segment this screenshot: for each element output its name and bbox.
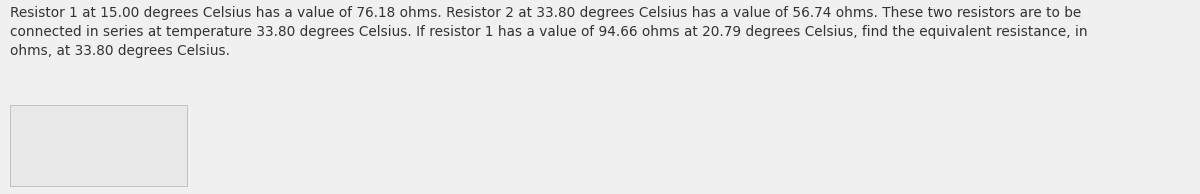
FancyBboxPatch shape — [10, 105, 187, 186]
Text: Resistor 1 at 15.00 degrees Celsius has a value of 76.18 ohms. Resistor 2 at 33.: Resistor 1 at 15.00 degrees Celsius has … — [10, 6, 1087, 58]
